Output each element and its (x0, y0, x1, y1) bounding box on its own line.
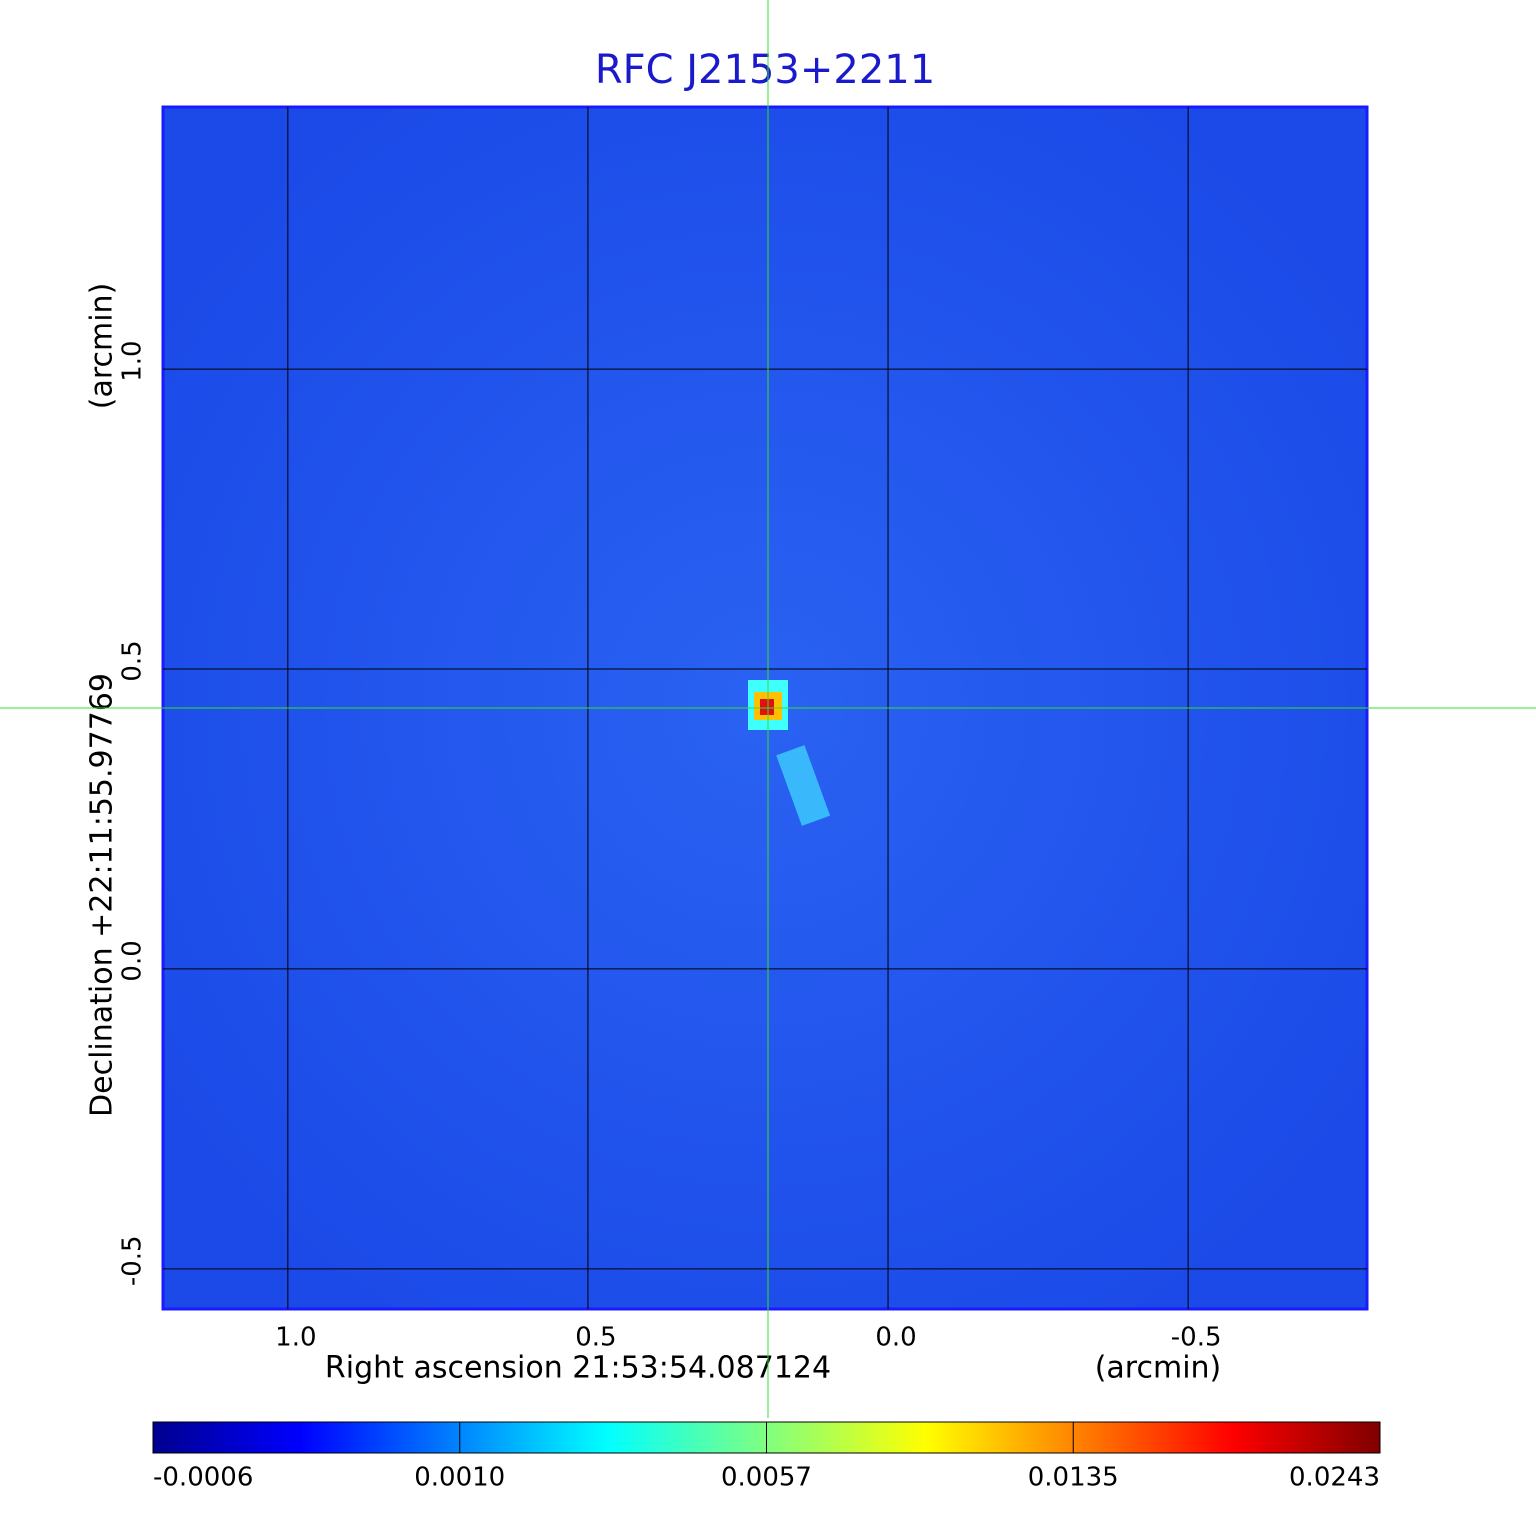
jet-emission (776, 745, 831, 826)
colorbar-tick-label: 0.0057 (721, 1463, 812, 1493)
colorbar-tick-label: 0.0243 (1289, 1463, 1380, 1493)
y-tick-label: -0.5 (118, 1235, 148, 1286)
source-peak (760, 699, 775, 715)
colorbar-tick-label: -0.0006 (153, 1463, 253, 1493)
y-axis-unit: (arcmin) (85, 283, 120, 410)
x-axis-label: Right ascension 21:53:54.087124 (325, 1351, 831, 1386)
x-tick-label: 0.5 (575, 1323, 616, 1353)
x-tick-label: -0.5 (1171, 1323, 1222, 1353)
x-tick-label: 0.0 (875, 1323, 916, 1353)
chart-title: RFC J2153+2211 (595, 47, 935, 93)
y-tick-label: 0.0 (118, 940, 148, 981)
colorbar-tick-label: 0.0010 (414, 1463, 505, 1493)
x-axis-unit: (arcmin) (1095, 1351, 1222, 1386)
x-tick-label: 1.0 (275, 1323, 316, 1353)
y-tick-label: 0.5 (118, 640, 148, 681)
colorbar-tick-label: 0.0135 (1028, 1463, 1119, 1493)
y-axis-label: Declination +22:11:55.97769 (85, 673, 120, 1117)
y-tick-label: 1.0 (118, 340, 148, 381)
